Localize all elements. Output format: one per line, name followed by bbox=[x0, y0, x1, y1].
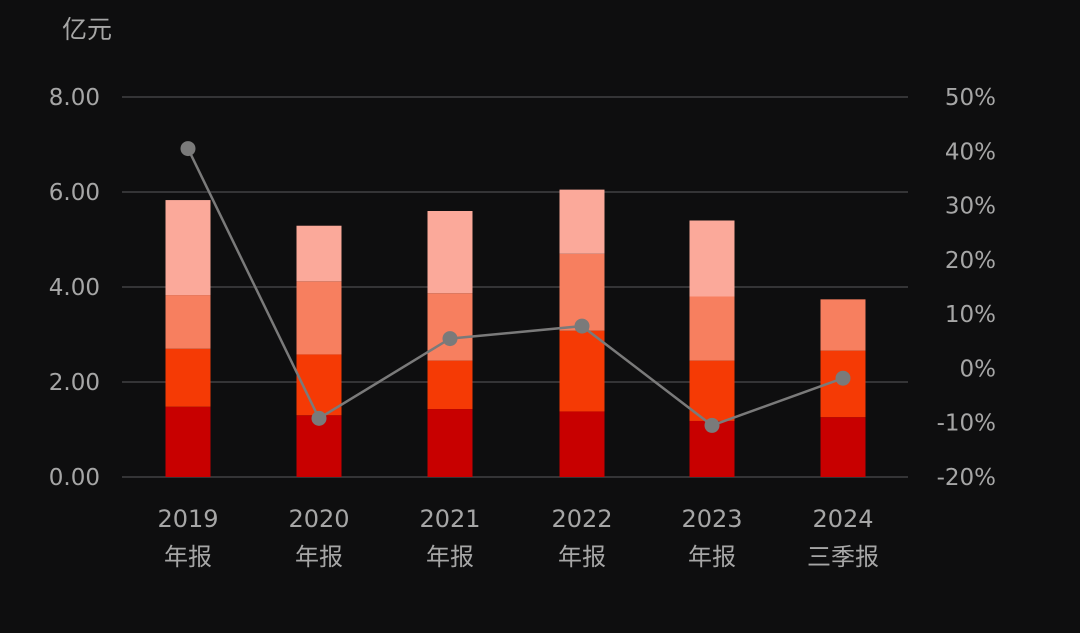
bar-segment bbox=[165, 406, 211, 477]
bar-segment bbox=[689, 360, 735, 421]
bar-segment bbox=[427, 409, 473, 477]
growth-point bbox=[704, 417, 720, 433]
bar-segment bbox=[165, 295, 211, 349]
bar-segment bbox=[559, 330, 605, 412]
bar-segment bbox=[427, 211, 473, 294]
right-tick-label: 0% bbox=[960, 356, 997, 382]
left-tick-label: 8.00 bbox=[49, 85, 100, 111]
category-labels: 2019 年报 2020 年报 2021 年报 2022 年报 2023 年报 2024 三季报 bbox=[157, 505, 879, 571]
category-period-label: 年报 bbox=[295, 543, 343, 571]
left-tick-label: 0.00 bbox=[49, 465, 100, 491]
growth-line bbox=[180, 141, 851, 433]
bar-segment bbox=[559, 411, 605, 477]
category-year-label: 2020 bbox=[288, 505, 349, 533]
category-period-label: 年报 bbox=[164, 543, 212, 571]
right-tick-label: 50% bbox=[945, 85, 996, 111]
gridlines bbox=[122, 96, 908, 478]
bar-segment bbox=[165, 348, 211, 407]
right-tick-label: 30% bbox=[945, 194, 996, 220]
growth-point bbox=[835, 370, 851, 386]
category-period-label: 三季报 bbox=[807, 543, 879, 571]
growth-point bbox=[442, 331, 458, 347]
bar-segment bbox=[296, 225, 342, 282]
bar-segment bbox=[559, 253, 605, 331]
category-year-label: 2024 bbox=[812, 505, 873, 533]
left-axis-ticks: 0.00 2.00 4.00 6.00 8.00 bbox=[49, 85, 100, 491]
bar-segment bbox=[820, 299, 866, 351]
category-period-label: 年报 bbox=[688, 543, 736, 571]
right-tick-label: 20% bbox=[945, 248, 996, 274]
bar-segment bbox=[689, 220, 735, 297]
growth-point bbox=[574, 318, 590, 334]
category-year-label: 2022 bbox=[551, 505, 612, 533]
growth-point bbox=[180, 141, 196, 157]
bar-segment bbox=[296, 281, 342, 355]
left-tick-label: 2.00 bbox=[49, 370, 100, 396]
category-year-label: 2023 bbox=[681, 505, 742, 533]
bar-segment bbox=[820, 417, 866, 477]
bar-segment bbox=[165, 200, 211, 296]
right-tick-label: 10% bbox=[945, 302, 996, 328]
left-tick-label: 4.00 bbox=[49, 275, 100, 301]
bar-segment bbox=[427, 293, 473, 361]
category-period-label: 年报 bbox=[426, 543, 474, 571]
bar-segment bbox=[559, 189, 605, 254]
growth-point bbox=[311, 410, 327, 426]
bar-segment bbox=[427, 360, 473, 410]
right-axis-ticks: -20% -10% 0% 10% 20% 30% 40% 50% bbox=[937, 85, 996, 491]
category-period-label: 年报 bbox=[558, 543, 606, 571]
right-tick-label: -10% bbox=[937, 411, 996, 437]
left-tick-label: 6.00 bbox=[49, 180, 100, 206]
right-tick-label: 40% bbox=[945, 139, 996, 165]
category-year-label: 2019 bbox=[157, 505, 218, 533]
right-tick-label: -20% bbox=[937, 465, 996, 491]
category-year-label: 2021 bbox=[419, 505, 480, 533]
left-axis-unit-label: 亿元 bbox=[62, 15, 112, 44]
bars bbox=[165, 189, 866, 477]
bar-segment bbox=[689, 296, 735, 361]
growth-line-path bbox=[186, 148, 844, 427]
